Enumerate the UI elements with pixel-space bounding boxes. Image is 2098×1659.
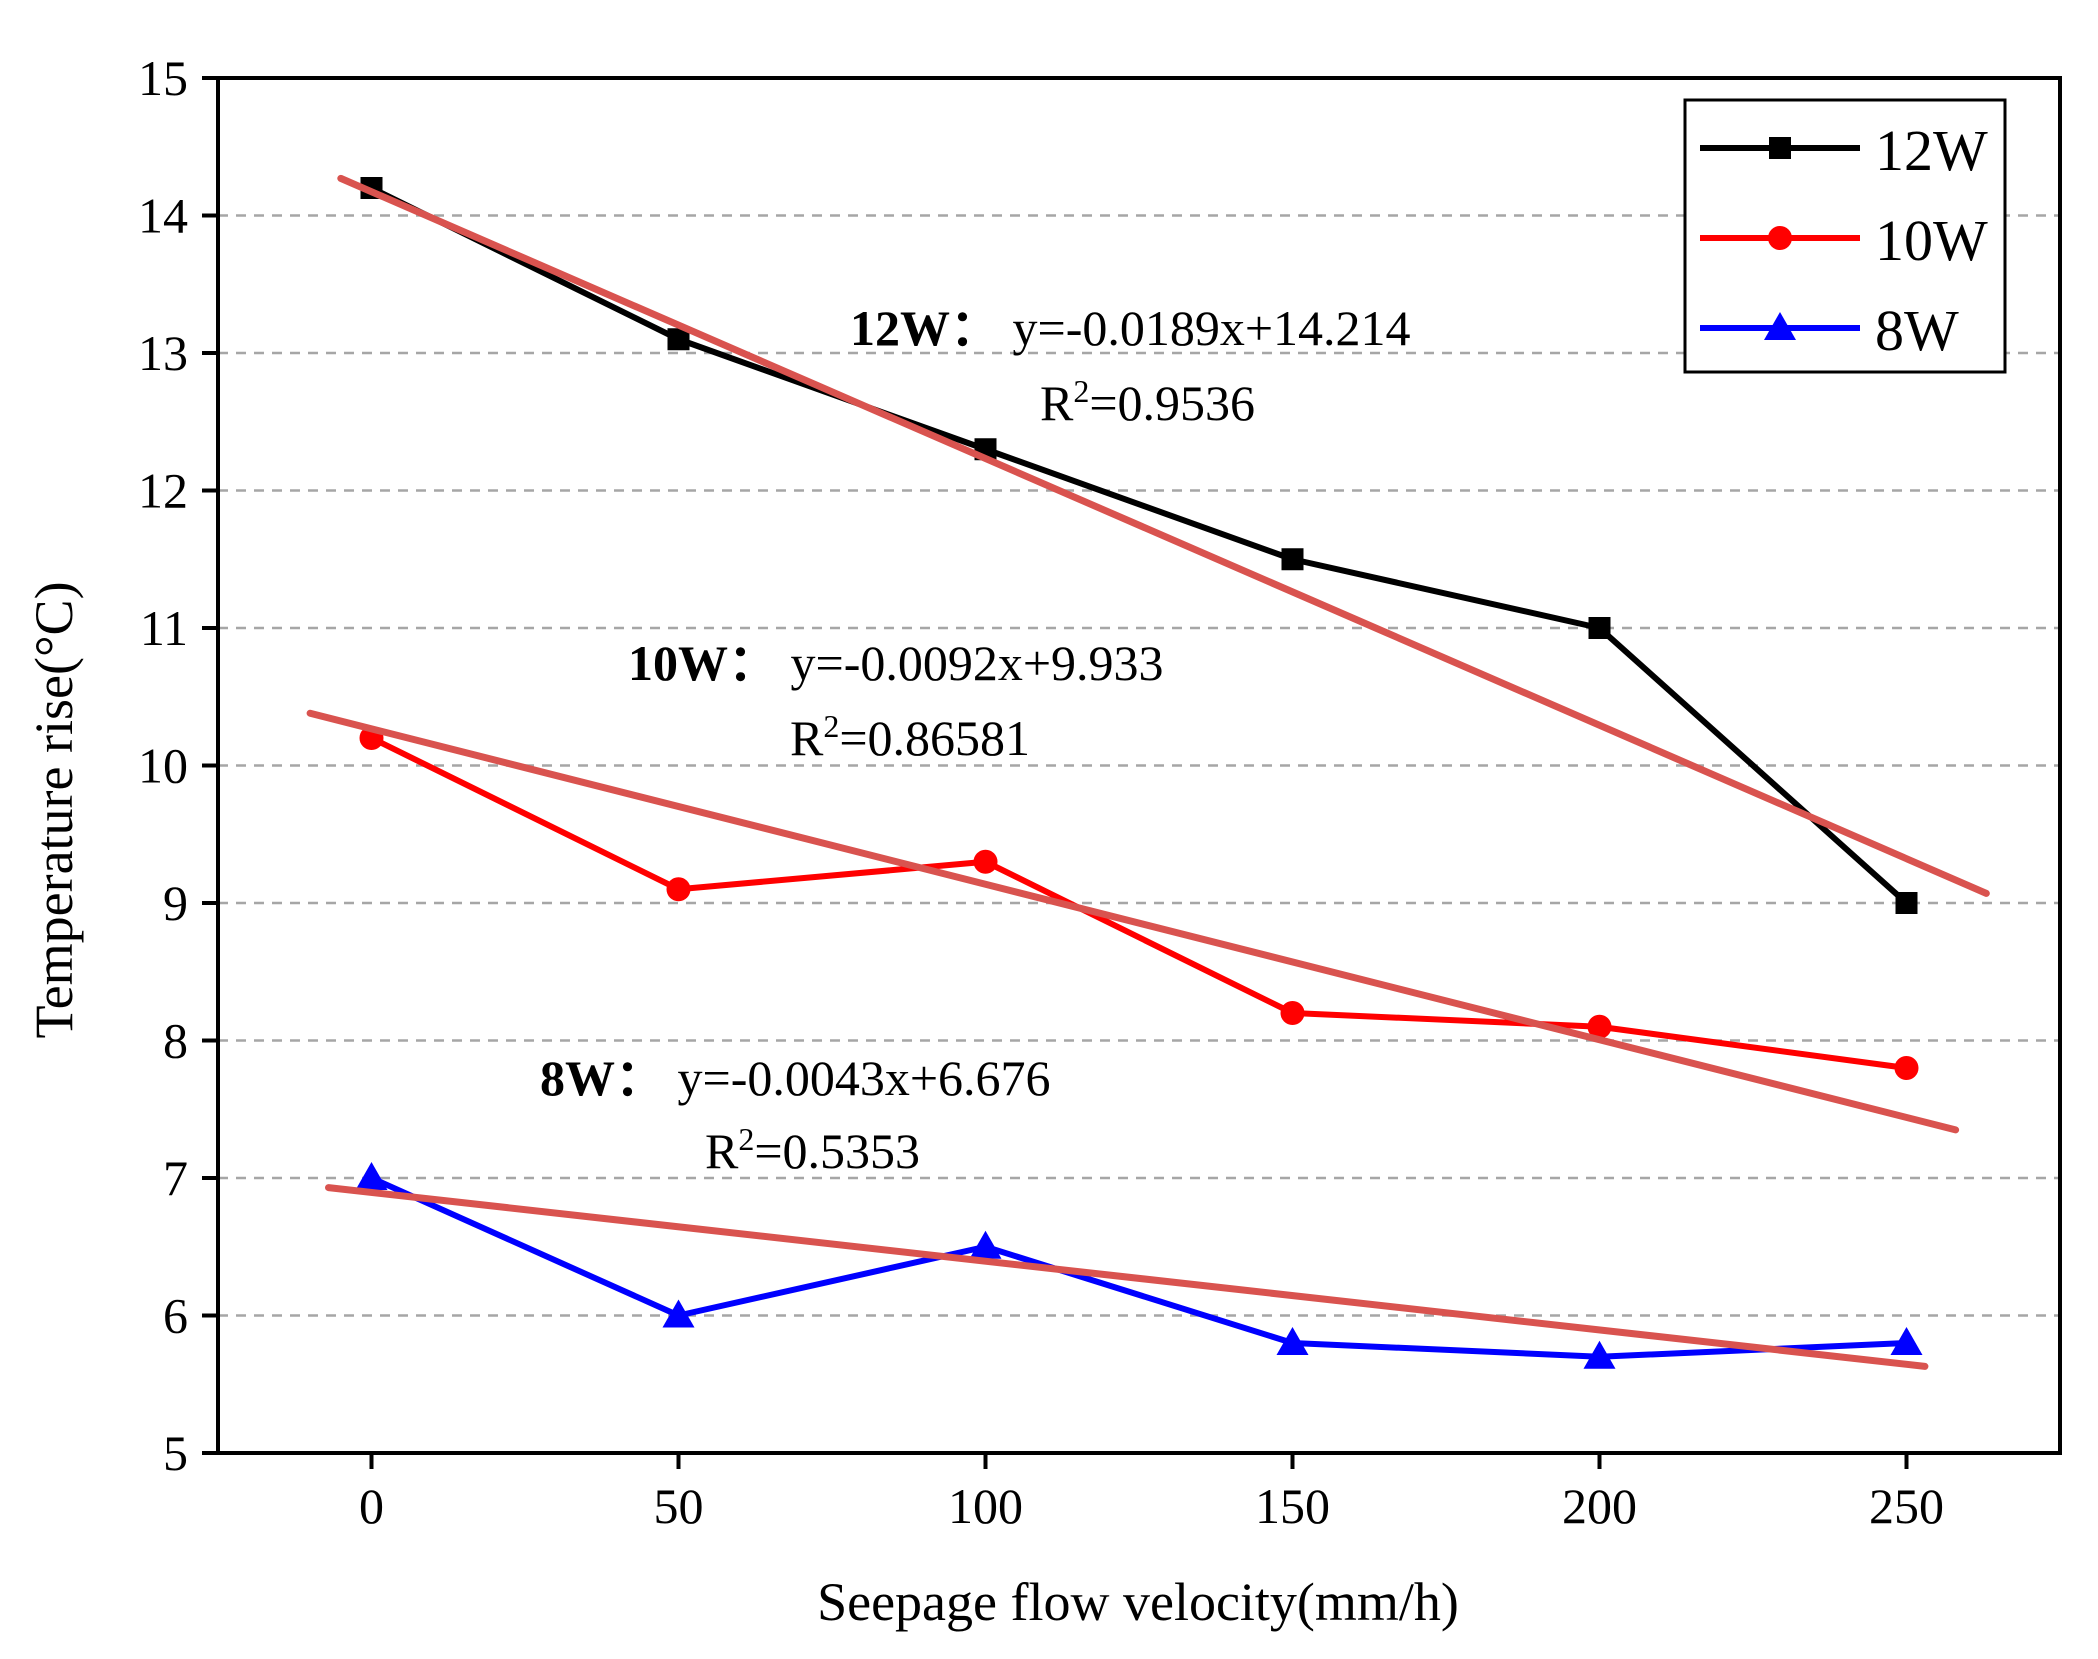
annotation-12w-r-sup: 2 (1073, 373, 1089, 409)
series-line-10w (370, 735, 1907, 1071)
svg-text:10W： y=-0.0092x+9.933: 10W： y=-0.0092x+9.933 (628, 635, 1164, 691)
data-point-12w-250 (1895, 892, 1918, 914)
annotation-10w-r-value: =0.86581 (839, 710, 1030, 766)
x-tick-label-200: 200 (1562, 1478, 1637, 1534)
series-line-8w (370, 1175, 1907, 1360)
annotation-12w-r-value: =0.9536 (1089, 375, 1255, 431)
series (355, 177, 1923, 1369)
annotation-12w-equation: y=-0.0189x+14.214 (1013, 300, 1411, 356)
legend-label-10w: 10W (1875, 208, 1988, 273)
y-tick-label-10: 10 (138, 738, 188, 794)
fit-line-8w (325, 1184, 1929, 1370)
data-point-10w-100 (973, 849, 998, 874)
annotation-8w-equation: y=-0.0043x+6.676 (678, 1050, 1051, 1106)
x-tick-label-250: 250 (1869, 1478, 1944, 1534)
legend-item-10w: 10W (1700, 208, 1988, 273)
annotation-10w: 10W： y=-0.0092x+9.933 R2=0.86581 (628, 635, 1164, 766)
legend-marker-8w (1764, 312, 1796, 340)
annotation-8w-label: 8W： (540, 1050, 665, 1106)
data-point-8w-200 (1583, 1340, 1616, 1369)
data-point-12w-150 (1281, 548, 1304, 571)
y-tick-label-15: 15 (138, 50, 188, 106)
annotation-8w-r: R (705, 1123, 739, 1179)
fit-line-12w (337, 174, 1990, 897)
data-point-8w-100 (969, 1230, 1002, 1259)
data-point-8w-150 (1276, 1327, 1309, 1355)
annotation-12w-r: R (1040, 375, 1074, 431)
legend-item-12w: 12W (1700, 118, 1988, 183)
x-tick-label-0: 0 (359, 1478, 384, 1534)
y-tick-label-14: 14 (138, 188, 188, 244)
data-point-10w-50 (666, 877, 691, 902)
annotation-8w: 8W： y=-0.0043x+6.676 R2=0.5353 (540, 1050, 1051, 1179)
svg-text:R2=0.86581: R2=0.86581 (790, 708, 1030, 766)
fit-line-10w (306, 709, 1960, 1134)
legend: 12W 10W 8W (1683, 98, 2007, 374)
data-point-12w-50 (667, 328, 690, 351)
y-axis-title: Temperature rise(°C) (24, 581, 84, 1038)
annotation-10w-equation: y=-0.0092x+9.933 (791, 635, 1164, 691)
legend-label-8w: 8W (1875, 298, 1959, 363)
x-tick-label-150: 150 (1255, 1478, 1330, 1534)
data-point-10w-150 (1280, 1001, 1305, 1025)
x-tick-label-50: 50 (654, 1478, 704, 1534)
svg-text:8W： y=-0.0043x+6.676: 8W： y=-0.0043x+6.676 (540, 1050, 1051, 1106)
y-tick-label-11: 11 (140, 600, 188, 656)
y-tick-label-6: 6 (163, 1288, 188, 1344)
annotation-12w-label: 12W： (850, 300, 1000, 356)
data-point-10w-250 (1894, 1056, 1919, 1080)
y-tick-label-12: 12 (138, 463, 188, 519)
legend-marker-10w (1768, 226, 1792, 250)
data-point-8w-50 (662, 1299, 695, 1328)
y-tick-label-9: 9 (163, 875, 188, 931)
x-tick-label-100: 100 (948, 1478, 1023, 1534)
svg-text:R2=0.9536: R2=0.9536 (1040, 373, 1255, 431)
y-tick-label-13: 13 (138, 325, 188, 381)
svg-text:R2=0.5353: R2=0.5353 (705, 1121, 920, 1179)
y-tick-label-7: 7 (163, 1150, 188, 1206)
annotation-10w-r: R (790, 710, 824, 766)
data-point-10w-200 (1587, 1014, 1612, 1039)
fit-lines (306, 174, 1990, 1370)
annotation-12w: 12W： y=-0.0189x+14.214 R2=0.9536 (850, 300, 1411, 431)
y-tick-label-5: 5 (163, 1425, 188, 1481)
annotation-10w-label: 10W： (628, 635, 778, 691)
legend-marker-12w (1769, 137, 1791, 159)
annotation-8w-r-value: =0.5353 (754, 1123, 920, 1179)
annotation-8w-r-sup: 2 (738, 1121, 754, 1157)
data-point-12w-200 (1588, 617, 1611, 639)
data-point-8w-0 (355, 1162, 388, 1190)
svg-text:12W： y=-0.0189x+14.214: 12W： y=-0.0189x+14.214 (850, 300, 1411, 356)
legend-label-12w: 12W (1875, 118, 1988, 183)
y-tick-label-8: 8 (163, 1013, 188, 1069)
annotation-10w-r-sup: 2 (823, 708, 839, 744)
x-axis-title: Seepage flow velocity(mm/h) (817, 1572, 1459, 1632)
legend-item-8w: 8W (1700, 298, 1959, 363)
series-line-12w (370, 185, 1909, 906)
data-point-8w-250 (1890, 1327, 1923, 1355)
